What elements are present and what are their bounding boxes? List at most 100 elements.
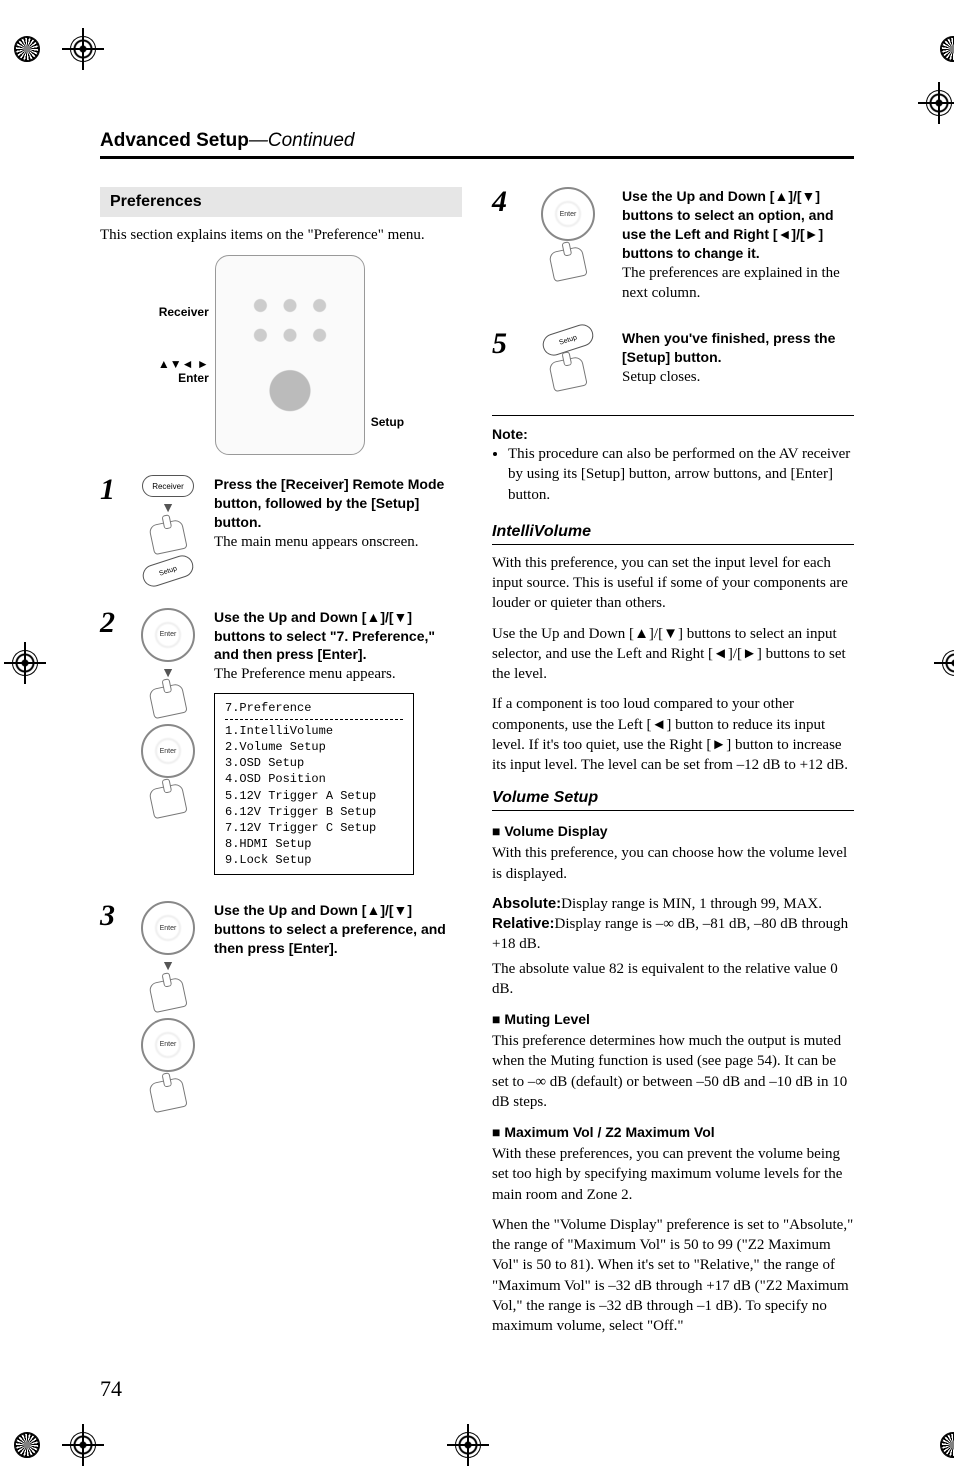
note-list: This procedure can also be performed on …	[492, 444, 854, 505]
step-number: 4	[492, 187, 514, 303]
step-text: When you've finished, press the [Setup] …	[622, 329, 854, 389]
step-illustration	[526, 187, 610, 303]
step-plain: The main menu appears onscreen.	[214, 532, 462, 552]
header-bold: Advanced Setup	[100, 130, 249, 151]
hand-icon	[548, 246, 587, 282]
volume-display-p2: The absolute value 82 is equivalent to t…	[492, 959, 854, 1000]
note-item: This procedure can also be performed on …	[508, 444, 854, 505]
step-illustration: ▼	[134, 608, 202, 876]
hand-icon	[148, 977, 187, 1013]
arrow-down-icon: ▼	[161, 505, 175, 513]
osd-item: 9.Lock Setup	[225, 852, 403, 868]
hand-icon	[148, 518, 187, 554]
right-triangle-icon: ►	[711, 736, 726, 753]
dpad-icon	[541, 187, 595, 241]
osd-item: 6.12V Trigger B Setup	[225, 804, 403, 820]
step-text: Use the Up and Down [▲]/[▼] buttons to s…	[214, 901, 462, 1109]
page: Advanced Setup—Continued Preferences Thi…	[0, 0, 954, 1462]
left-column: Preferences This section explains items …	[100, 187, 462, 1346]
up-triangle-icon: ▲	[774, 188, 788, 204]
left-triangle-icon: ◄	[652, 716, 667, 733]
osd-item: 4.OSD Position	[225, 771, 403, 787]
osd-item: 3.OSD Setup	[225, 755, 403, 771]
note-label: Note:	[492, 426, 854, 442]
osd-menu-box: 7.Preference 1.IntelliVolume 2.Volume Se…	[214, 693, 414, 876]
remote-illustration	[215, 255, 365, 455]
step-3: 3 ▼ Use the Up and Down [▲]/[▼] buttons …	[100, 901, 462, 1109]
step-bold: When you've finished, press the [Setup] …	[622, 329, 854, 367]
intelli-p3: If a component is too loud compared to y…	[492, 694, 854, 775]
page-number: 74	[100, 1376, 854, 1402]
volume-display-absolute: Absolute:Display range is MIN, 1 through…	[492, 894, 854, 914]
up-triangle-icon: ▲	[366, 902, 380, 918]
max-vol-p1: With these preferences, you can prevent …	[492, 1144, 854, 1205]
divider	[492, 415, 854, 416]
right-column: 4 Use the Up and Down [▲]/[▼] buttons to…	[492, 187, 854, 1346]
osd-item: 1.IntelliVolume	[225, 723, 403, 739]
remote-diagram: Receiver ▲▼◄ ► Enter Setup	[100, 255, 462, 455]
intelli-p1: With this preference, you can set the in…	[492, 553, 854, 614]
step-bold: Press the [Receiver] Remote Mode button,…	[214, 475, 462, 532]
step-number: 1	[100, 475, 122, 581]
step-5: 5 Setup When you've finished, press the …	[492, 329, 854, 389]
heading-volume-setup: Volume Setup	[492, 789, 854, 811]
step-4: 4 Use the Up and Down [▲]/[▼] buttons to…	[492, 187, 854, 303]
step-text: Press the [Receiver] Remote Mode button,…	[214, 475, 462, 581]
page-header: Advanced Setup—Continued	[100, 130, 854, 159]
osd-item: 5.12V Trigger A Setup	[225, 788, 403, 804]
left-triangle-icon: ◄	[713, 645, 728, 662]
intelli-p2: Use the Up and Down [▲]/[▼] buttons to s…	[492, 624, 854, 685]
dpad-icon	[141, 724, 195, 778]
down-triangle-icon: ▼	[394, 609, 408, 625]
step-illustration: Setup	[526, 329, 610, 389]
hand-icon	[548, 356, 587, 392]
step-text: Use the Up and Down [▲]/[▼] buttons to s…	[622, 187, 854, 303]
down-triangle-icon: ▼	[802, 188, 816, 204]
step-bold: Use the Up and Down [▲]/[▼] buttons to s…	[214, 901, 462, 958]
down-triangle-icon: ▼	[663, 625, 678, 642]
section-heading-preferences: Preferences	[100, 187, 462, 217]
muting-level-p: This preference determines how much the …	[492, 1031, 854, 1112]
dpad-icon	[141, 608, 195, 662]
right-triangle-icon: ►	[742, 645, 757, 662]
step-text: Use the Up and Down [▲]/[▼] buttons to s…	[214, 608, 462, 876]
heading-max-vol: Maximum Vol / Z2 Maximum Vol	[492, 1124, 854, 1140]
volume-display-relative: Relative:Display range is –∞ dB, –81 dB,…	[492, 914, 854, 955]
step-2: 2 ▼ Use the Up and Down [▲]/[▼] buttons …	[100, 608, 462, 876]
step-plain: The preferences are explained in the nex…	[622, 263, 854, 304]
step-illustration: Receiver ▼ Setup	[134, 475, 202, 581]
label-setup: Setup	[371, 255, 404, 429]
arrow-down-icon: ▼	[161, 670, 175, 678]
osd-title: 7.Preference	[225, 700, 403, 716]
step-number: 2	[100, 608, 122, 876]
right-triangle-icon: ►	[805, 226, 819, 242]
heading-volume-display: Volume Display	[492, 823, 854, 839]
dpad-icon	[141, 1018, 195, 1072]
dpad-icon	[141, 901, 195, 955]
label-arrows-enter: ▲▼◄ ► Enter	[158, 357, 209, 385]
step-1: 1 Receiver ▼ Setup Press the [Receiver] …	[100, 475, 462, 581]
hand-icon	[148, 1077, 187, 1113]
osd-item: 7.12V Trigger C Setup	[225, 820, 403, 836]
up-triangle-icon: ▲	[366, 609, 380, 625]
hand-icon	[148, 783, 187, 819]
header-italic: —Continued	[249, 130, 355, 151]
heading-intellivolume: IntelliVolume	[492, 523, 854, 545]
step-plain: The Preference menu appears.	[214, 664, 462, 684]
intro-text: This section explains items on the "Pref…	[100, 225, 462, 245]
volume-display-p1: With this preference, you can choose how…	[492, 843, 854, 884]
step-number: 3	[100, 901, 122, 1109]
left-triangle-icon: ◄	[778, 226, 792, 242]
step-plain: Setup closes.	[622, 367, 854, 387]
step-number: 5	[492, 329, 514, 389]
receiver-button-icon: Receiver	[142, 475, 194, 497]
arrow-down-icon: ▼	[161, 963, 175, 971]
step-bold: Use the Up and Down [▲]/[▼] buttons to s…	[622, 187, 854, 263]
heading-muting-level: Muting Level	[492, 1011, 854, 1027]
label-receiver: Receiver	[159, 305, 209, 319]
step-bold: Use the Up and Down [▲]/[▼] buttons to s…	[214, 608, 462, 665]
hand-icon	[148, 683, 187, 719]
osd-item: 2.Volume Setup	[225, 739, 403, 755]
setup-button-icon: Setup	[140, 552, 196, 589]
step-illustration: ▼	[134, 901, 202, 1109]
